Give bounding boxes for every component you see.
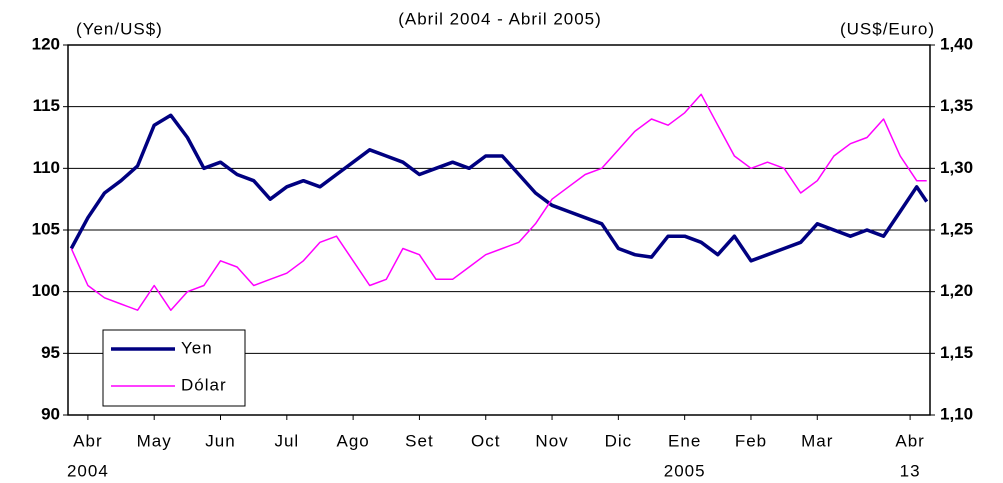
x-tick-label: Jun bbox=[205, 431, 235, 450]
x-tick-sublabel: 13 bbox=[900, 461, 921, 480]
y-axis-label: (Yen/US$) bbox=[76, 19, 163, 38]
y-tick-label: 105 bbox=[32, 219, 60, 238]
series-line bbox=[69, 113, 929, 263]
x-tick-label: Ago bbox=[336, 431, 369, 450]
legend-label: Yen bbox=[181, 338, 213, 357]
x-tick-label: May bbox=[137, 431, 172, 450]
x-tick-label: Dic bbox=[605, 431, 633, 450]
x-tick-sublabel: 2005 bbox=[664, 461, 706, 480]
x-tick-label: Nov bbox=[535, 431, 568, 450]
x-tick-label: Ene bbox=[668, 431, 701, 450]
y2-tick-label: 1,35 bbox=[940, 96, 973, 115]
plot-frame bbox=[67, 44, 931, 416]
series-line bbox=[70, 93, 927, 311]
y2-axis-label: (US$/Euro) bbox=[840, 19, 935, 38]
x-tick-label: Oct bbox=[471, 431, 500, 450]
y2-tick-label: 1,20 bbox=[940, 281, 973, 300]
y2-tick-label: 1,15 bbox=[940, 343, 973, 362]
y-tick-label: 95 bbox=[41, 343, 60, 362]
y-tick-label: 110 bbox=[33, 158, 60, 177]
y2-tick-label: 1,40 bbox=[940, 34, 973, 53]
x-tick-sublabel: 2004 bbox=[67, 461, 109, 480]
x-tick-label: Abr bbox=[73, 431, 102, 450]
y2-tick-label: 1,30 bbox=[940, 158, 973, 177]
y-tick-label: 120 bbox=[32, 34, 60, 53]
y-tick-label: 90 bbox=[41, 404, 60, 423]
y2-tick-label: 1,25 bbox=[940, 219, 973, 238]
x-tick-label: Abr bbox=[895, 431, 924, 450]
y-tick-label: 100 bbox=[32, 281, 60, 300]
chart-subtitle: (Abril 2004 - Abril 2005) bbox=[398, 9, 602, 28]
x-tick-label: Set bbox=[405, 431, 434, 450]
x-tick-label: Mar bbox=[801, 431, 833, 450]
legend-label: Dólar bbox=[181, 375, 227, 394]
y2-tick-label: 1,10 bbox=[940, 404, 973, 423]
x-tick-label: Jul bbox=[274, 431, 299, 450]
legend-box bbox=[102, 329, 246, 407]
y-tick-label: 115 bbox=[33, 96, 60, 115]
x-tick-label: Feb bbox=[735, 431, 767, 450]
